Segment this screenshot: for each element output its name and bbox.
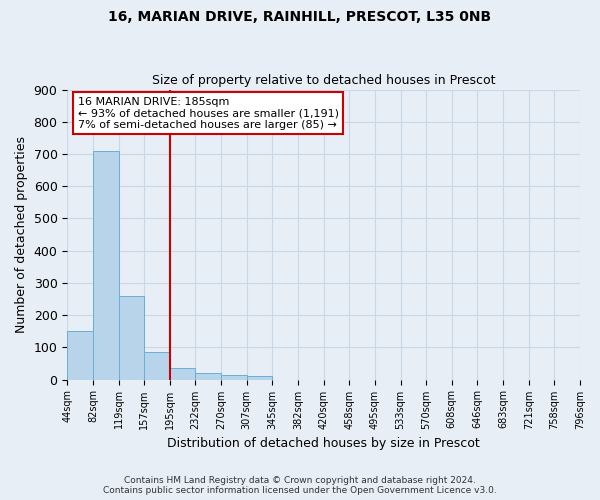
Bar	[119, 296, 144, 380]
Text: 16, MARIAN DRIVE, RAINHILL, PRESCOT, L35 0NB: 16, MARIAN DRIVE, RAINHILL, PRESCOT, L35…	[109, 10, 491, 24]
Bar	[196, 373, 221, 380]
X-axis label: Distribution of detached houses by size in Prescot: Distribution of detached houses by size …	[167, 437, 480, 450]
Bar	[67, 331, 93, 380]
Bar	[93, 151, 119, 380]
Bar	[247, 376, 272, 380]
Title: Size of property relative to detached houses in Prescot: Size of property relative to detached ho…	[152, 74, 496, 87]
Text: 16 MARIAN DRIVE: 185sqm
← 93% of detached houses are smaller (1,191)
7% of semi-: 16 MARIAN DRIVE: 185sqm ← 93% of detache…	[77, 97, 338, 130]
Y-axis label: Number of detached properties: Number of detached properties	[15, 136, 28, 333]
Bar	[221, 376, 247, 380]
Bar	[170, 368, 196, 380]
Text: Contains HM Land Registry data © Crown copyright and database right 2024.
Contai: Contains HM Land Registry data © Crown c…	[103, 476, 497, 495]
Bar	[144, 352, 170, 380]
